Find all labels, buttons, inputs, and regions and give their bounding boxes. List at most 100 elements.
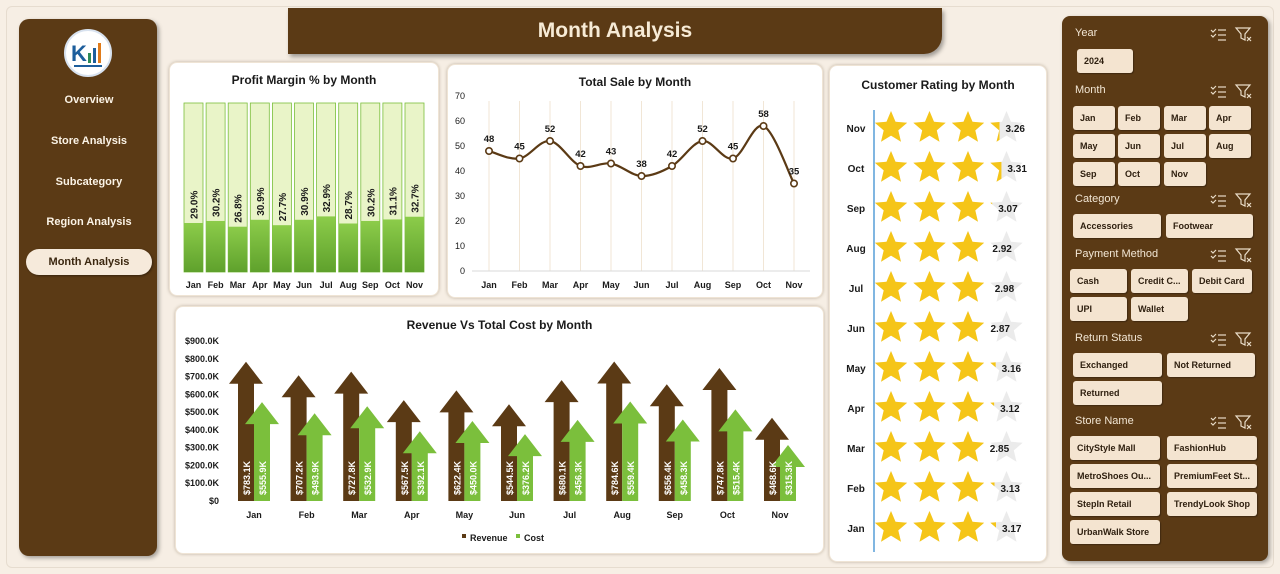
cr-y-tick: Oct [848,164,865,175]
slicer-chip-month-sep[interactable]: Sep [1073,162,1115,186]
cr-y-tick: Feb [847,484,865,495]
clear-filter-icon[interactable] [1234,191,1254,209]
cr-y-tick: Jul [849,284,864,295]
clear-filter-icon[interactable] [1234,25,1254,43]
ts-data-label: 52 [545,124,556,135]
nav-month-analysis[interactable]: Month Analysis [26,249,152,275]
slicer-chip-year-2024[interactable]: 2024 [1077,49,1133,73]
revenue-cost-chart: $900.0K $800.0K $700.0K $600.0K $500.0K $400.… [185,336,805,543]
slicer-title-category: Category [1075,193,1120,205]
star-empty-icon [990,231,1023,262]
rc-cost-label: $456.3K [574,460,584,495]
slicer-chip-return-not-returned[interactable]: Not Returned [1167,353,1255,377]
clear-filter-icon[interactable] [1234,330,1254,348]
multi-select-icon[interactable] [1208,246,1228,264]
rc-y-tick: $700.0K [185,372,220,382]
star-filled-icon [913,151,946,182]
ts-point [668,162,677,171]
star-empty-icon [990,271,1023,302]
cr-data-label: 2.85 [990,444,1010,455]
ts-x-tick: Apr [573,280,589,290]
slicer-chip-month-jul[interactable]: Jul [1164,134,1206,158]
rc-y-tick: $400.0K [185,425,220,435]
multi-select-icon[interactable] [1208,82,1228,100]
rc-legend-revenue-swatch [462,534,466,538]
pm-data-label: 28.7% [344,191,355,219]
slicer-chip-payment-wallet[interactable]: Wallet [1131,297,1188,321]
ts-x-tick: Jun [633,280,649,290]
cr-data-label: 2.92 [992,244,1012,255]
customer-rating-chart: Nov 3.26 Oct 3.31 Sep 3.07 Aug 2.92 Jul 2.98 Jun 2.… [846,110,1027,552]
cr-data-label: 3.17 [1002,524,1022,535]
slicer-chip-month-jun[interactable]: Jun [1118,134,1160,158]
rc-revenue-arrow [544,380,579,501]
slicer-chip-month-may[interactable]: May [1073,134,1115,158]
slicer-chip-month-aug[interactable]: Aug [1209,134,1251,158]
slicer-chip-payment-credit[interactable]: Credit C... [1131,269,1188,293]
pm-bar [338,223,358,272]
slicer-chip-month-mar[interactable]: Mar [1164,106,1206,130]
slicer-chip-month-apr[interactable]: Apr [1209,106,1251,130]
star-filled-icon [874,431,908,462]
rc-legend-revenue: Revenue [470,533,508,543]
multi-select-icon[interactable] [1208,25,1228,43]
rc-revenue-arrow [334,371,369,501]
star-filled-icon [951,351,985,382]
slicer-chip-return-returned[interactable]: Returned [1073,381,1162,405]
customer-rating-title: Customer Rating by Month [861,78,1015,92]
pm-data-label: 32.9% [322,184,333,212]
nav-subcategory[interactable]: Subcategory [55,176,123,188]
multi-select-icon[interactable] [1208,330,1228,348]
ts-y-tick: 50 [455,141,465,151]
slicer-chip-category-footwear[interactable]: Footwear [1166,214,1253,238]
slicer-chip-store-2[interactable]: MetroShoes Ou... [1070,464,1160,488]
clear-filter-icon[interactable] [1234,413,1254,431]
slicer-chip-month-oct[interactable]: Oct [1118,162,1160,186]
multi-select-icon[interactable] [1208,191,1228,209]
slicer-chip-month-jan[interactable]: Jan [1073,106,1115,130]
nav-region-analysis[interactable]: Region Analysis [46,216,132,228]
pm-bar [250,219,270,272]
star-filled-icon [874,111,908,142]
slicer-chip-payment-debit[interactable]: Debit Card [1192,269,1252,293]
rc-revenue-arrow [229,361,263,501]
star-filled-icon [990,202,993,205]
slicer-chip-store-4[interactable]: StepIn Retail [1070,492,1160,516]
slicer-chip-store-0[interactable]: CityStyle Mall [1070,436,1160,460]
multi-select-icon[interactable] [1208,413,1228,431]
star-filled-icon [874,351,908,382]
rc-y-tick: $600.0K [185,389,220,399]
pm-bar [360,220,380,272]
star-filled-icon [913,391,946,422]
clear-filter-icon[interactable] [1234,82,1254,100]
rc-legend-cost: Cost [524,533,544,543]
pm-x-tick: Apr [252,280,268,290]
rc-revenue-arrow [281,375,316,501]
slicer-chip-store-6[interactable]: UrbanWalk Store [1070,520,1160,544]
slicer-chip-category-accessories[interactable]: Accessories [1073,214,1161,238]
slicer-chip-store-5[interactable]: TrendyLook Shop [1167,492,1257,516]
nav-store-analysis[interactable]: Store Analysis [50,135,127,147]
slicer-chip-month-nov[interactable]: Nov [1164,162,1206,186]
pm-x-tick: Nov [406,280,423,290]
rc-cost-label: $450.0K [468,460,478,495]
slicer-chip-payment-upi[interactable]: UPI [1070,297,1127,321]
clear-filter-icon[interactable] [1234,246,1254,264]
rc-revenue-arrow [386,400,421,501]
slicer-chip-month-feb[interactable]: Feb [1118,106,1160,130]
star-empty-icon [990,311,1023,342]
star-filled-icon [874,311,908,342]
ts-x-tick: Jan [481,280,497,290]
slicer-chip-return-exchanged[interactable]: Exchanged [1073,353,1162,377]
pm-data-label: 30.2% [212,188,223,216]
rc-y-tick: $100.0K [185,478,220,488]
star-filled-icon [913,471,946,502]
nav-overview[interactable]: Overview [64,94,114,106]
pm-bar [228,226,248,272]
slicer-chip-store-3[interactable]: PremiumFeet St... [1167,464,1257,488]
slicer-chip-payment-cash[interactable]: Cash [1070,269,1127,293]
slicer-chip-store-1[interactable]: FashionHub [1167,436,1257,460]
star-empty-icon [990,511,1023,542]
star-filled-icon [990,161,1002,182]
star-empty-icon [990,351,1023,382]
